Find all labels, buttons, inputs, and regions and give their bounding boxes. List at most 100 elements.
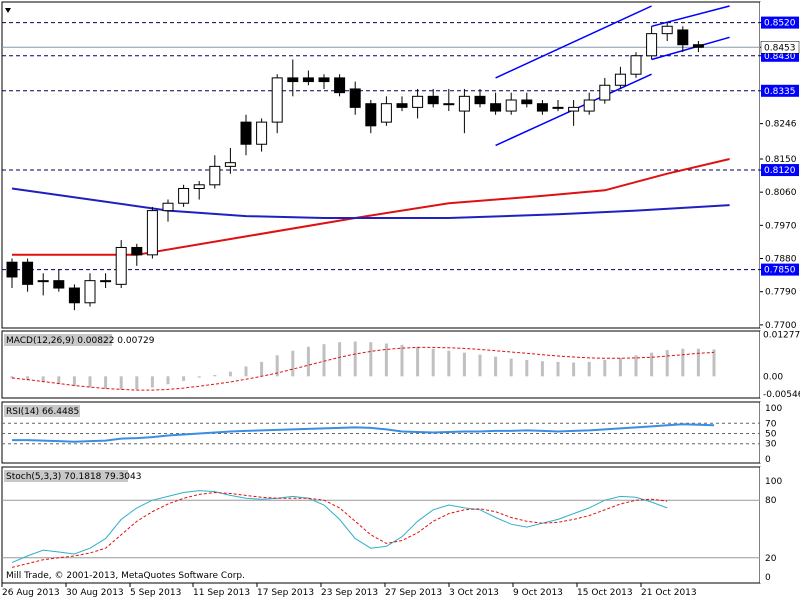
rsi-panel-axis-bg bbox=[760, 402, 800, 463]
rsi-axis-label: 100 bbox=[765, 404, 782, 414]
macd-histogram-bar bbox=[416, 346, 420, 377]
stoch-title-bg bbox=[4, 470, 128, 482]
macd-histogram-bar bbox=[135, 376, 139, 390]
macd-histogram-bar bbox=[197, 376, 201, 378]
stoch-panel: 100 80 20 0 Stoch(5,3,3) 70.1818 79.3043 bbox=[1, 466, 800, 584]
macd-histogram-bar bbox=[384, 343, 388, 377]
bullish-candle bbox=[256, 121, 268, 145]
macd-histogram-bar bbox=[540, 361, 544, 377]
stoch-panel-axis-bg bbox=[760, 467, 800, 583]
bearish-candle bbox=[490, 103, 502, 112]
bullish-candle bbox=[552, 106, 564, 109]
macd-histogram-bar bbox=[26, 376, 30, 381]
macd-histogram-bar bbox=[447, 350, 451, 377]
macd-histogram-bar bbox=[603, 359, 607, 377]
macd-histogram-bar bbox=[665, 350, 669, 377]
macd-histogram-bar bbox=[681, 348, 685, 377]
bullish-candle bbox=[162, 202, 174, 212]
macd-histogram-bar bbox=[478, 354, 482, 377]
macd-axis-label: -0.00546 bbox=[763, 390, 800, 400]
rsi-line bbox=[12, 423, 715, 443]
price-tick-label: 0.7970 bbox=[765, 221, 797, 231]
time-tick-label: 3 Oct 2013 bbox=[449, 588, 499, 598]
bullish-candle bbox=[614, 73, 626, 86]
bearish-candle bbox=[318, 77, 330, 83]
macd-histogram-bar bbox=[88, 376, 92, 388]
moving-average-line-1 bbox=[12, 158, 730, 256]
time-tick-label: 9 Oct 2013 bbox=[513, 588, 563, 598]
macd-histogram-bar bbox=[525, 359, 529, 377]
macd-histogram-bar bbox=[104, 376, 108, 389]
bullish-candle bbox=[505, 99, 517, 112]
time-tick-label: 27 Sep 2013 bbox=[385, 588, 442, 598]
bullish-candle bbox=[271, 77, 283, 123]
macd-axis-label: 0.00 bbox=[763, 372, 783, 382]
macd-histogram-bar bbox=[182, 376, 186, 381]
bearish-candle bbox=[474, 95, 486, 105]
bearish-candle bbox=[536, 103, 548, 112]
price-tick-label: 0.8246 bbox=[765, 120, 797, 130]
bullish-candle bbox=[630, 55, 642, 75]
macd-panel: 0.01277 0.00 -0.00546 MACD(12,26,9) 0.00822… bbox=[1, 330, 800, 400]
price-tick-label: 0.7880 bbox=[765, 255, 797, 265]
macd-histogram-bar bbox=[431, 348, 435, 377]
price-tick-label: 0.8060 bbox=[765, 188, 797, 198]
stoch-title: Stoch(5,3,3) 70.1818 79.3043 bbox=[6, 472, 141, 482]
macd-histogram-bar bbox=[556, 361, 560, 377]
time-tick-label: 21 Oct 2013 bbox=[641, 588, 697, 598]
macd-histogram-bar bbox=[275, 355, 279, 377]
bearish-candle bbox=[427, 95, 439, 105]
macd-histogram-bar bbox=[57, 376, 61, 385]
bullish-candle bbox=[224, 162, 236, 167]
time-tick-label: 17 Sep 2013 bbox=[257, 588, 314, 598]
bullish-candle bbox=[443, 103, 455, 106]
macd-histogram-bar bbox=[369, 342, 373, 377]
bullish-candle bbox=[37, 280, 49, 283]
macd-histogram-bar bbox=[291, 350, 295, 377]
rsi-axis-label: 30 bbox=[765, 440, 777, 450]
macd-histogram-bar bbox=[213, 375, 217, 377]
macd-histogram-bar bbox=[322, 344, 326, 377]
macd-histogram-bar bbox=[462, 352, 466, 377]
stoch-axis-label: 20 bbox=[765, 554, 777, 564]
bullish-candle bbox=[458, 95, 470, 112]
bearish-candle bbox=[334, 77, 346, 94]
macd-histogram-bar bbox=[572, 362, 576, 377]
bullish-candle bbox=[178, 187, 190, 204]
bullish-candle bbox=[100, 280, 112, 283]
time-axis: 26 Aug 2013 30 Aug 2013 5 Sep 2013 11 Sep 2… bbox=[1, 583, 697, 598]
macd-histogram-bar bbox=[119, 376, 123, 390]
current-price-label: 0.8453 bbox=[764, 43, 796, 53]
macd-signal-line bbox=[11, 346, 715, 391]
bullish-candle bbox=[568, 106, 580, 112]
rsi-title: RSI(14) 66.4485 bbox=[6, 407, 79, 417]
bearish-candle bbox=[68, 287, 80, 304]
stoch-axis-label: 0 bbox=[765, 573, 771, 583]
rsi-title-bg bbox=[4, 405, 80, 417]
rsi-axis-label: 50 bbox=[765, 430, 777, 440]
price-tick-label: 0.8150 bbox=[765, 155, 797, 165]
channel-line-1 bbox=[495, 5, 652, 79]
time-tick-label: 26 Aug 2013 bbox=[2, 588, 60, 598]
macd-histogram-bar bbox=[618, 357, 622, 377]
stoch-axis-label: 80 bbox=[765, 496, 777, 506]
macd-histogram-bar bbox=[587, 361, 591, 377]
bullish-candle bbox=[646, 33, 658, 57]
macd-histogram-bar bbox=[494, 356, 498, 377]
bearish-candle bbox=[302, 77, 314, 83]
bearish-candle bbox=[240, 121, 252, 145]
level-price-box bbox=[761, 16, 799, 29]
bearish-candle bbox=[677, 29, 689, 46]
bearish-candle bbox=[692, 44, 704, 48]
time-tick-label: 5 Sep 2013 bbox=[130, 588, 181, 598]
stoch-signal-line bbox=[11, 491, 668, 568]
bearish-candle bbox=[53, 280, 65, 289]
rsi-panel-frame bbox=[1, 401, 761, 464]
chart-shift-marker-icon[interactable] bbox=[5, 8, 11, 13]
level-price-label: 0.8520 bbox=[764, 19, 796, 29]
copyright-text: Mill Trade, © 2001-2013, MetaQuotes Soft… bbox=[6, 571, 245, 581]
macd-histogram-bar bbox=[634, 355, 638, 377]
channel-line-4 bbox=[651, 36, 730, 61]
